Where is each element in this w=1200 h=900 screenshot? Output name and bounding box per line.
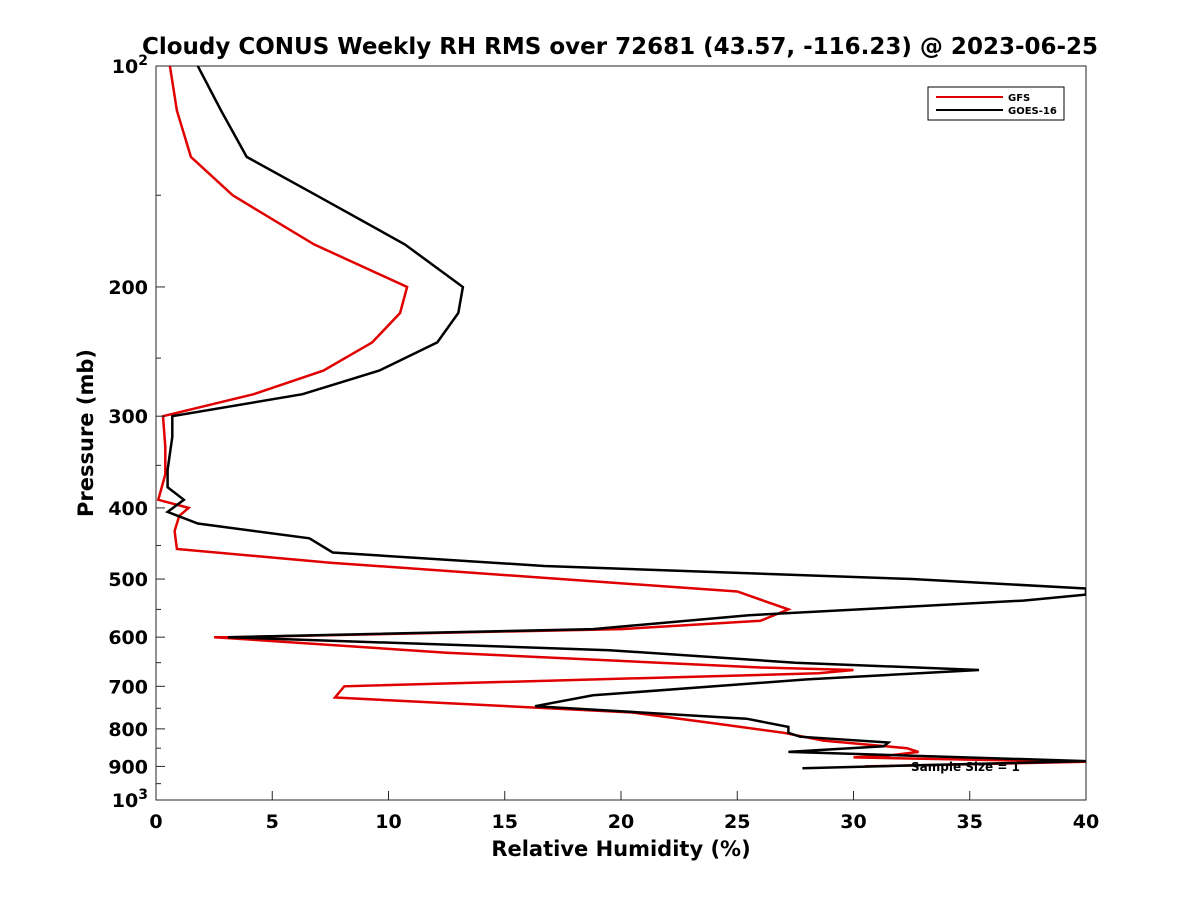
x-tick-label: 25 [724, 811, 750, 833]
y-axis-label: Pressure (mb) [74, 349, 98, 517]
y-tick-label: 900 [108, 756, 148, 778]
chart-title: Cloudy CONUS Weekly RH RMS over 72681 (4… [142, 34, 1098, 60]
x-axis: 0 5 10 15 20 25 30 35 40 [149, 791, 1099, 833]
x-tick-label: 30 [840, 811, 866, 833]
x-tick-label: 10 [375, 811, 401, 833]
x-tick-label: 20 [608, 811, 634, 833]
y-tick-label: 200 [108, 277, 148, 299]
y-axis: 102 200 300 400 500 600 700 800 900 103 [108, 53, 165, 812]
y-tick-label: 800 [108, 719, 148, 741]
series-line-goes16 [165, 66, 1086, 770]
legend-label-goes16: GOES-16 [1008, 106, 1057, 117]
y-tick-label: 103 [112, 787, 148, 812]
x-tick-label: 40 [1073, 811, 1099, 833]
x-tick-label: 5 [266, 811, 279, 833]
x-axis-label: Relative Humidity (%) [491, 837, 750, 861]
y-tick-label: 600 [108, 627, 148, 649]
x-tick-label: 35 [957, 811, 983, 833]
y-tick-label: 300 [108, 406, 148, 428]
y-tick-label: 400 [108, 498, 148, 520]
x-tick-label: 15 [492, 811, 518, 833]
legend-box [927, 86, 1065, 121]
legend: GFS GOES-16 [927, 86, 1065, 121]
legend-label-gfs: GFS [1008, 93, 1030, 104]
y-tick-label: 102 [112, 53, 148, 78]
y-tick-label: 500 [108, 569, 148, 591]
sample-size-annotation: Sample Size = 1 [911, 760, 1020, 774]
series-layer [156, 66, 1086, 770]
x-tick-label: 0 [149, 811, 162, 833]
y-tick-label: 700 [108, 676, 148, 698]
plot-area [155, 65, 1087, 801]
